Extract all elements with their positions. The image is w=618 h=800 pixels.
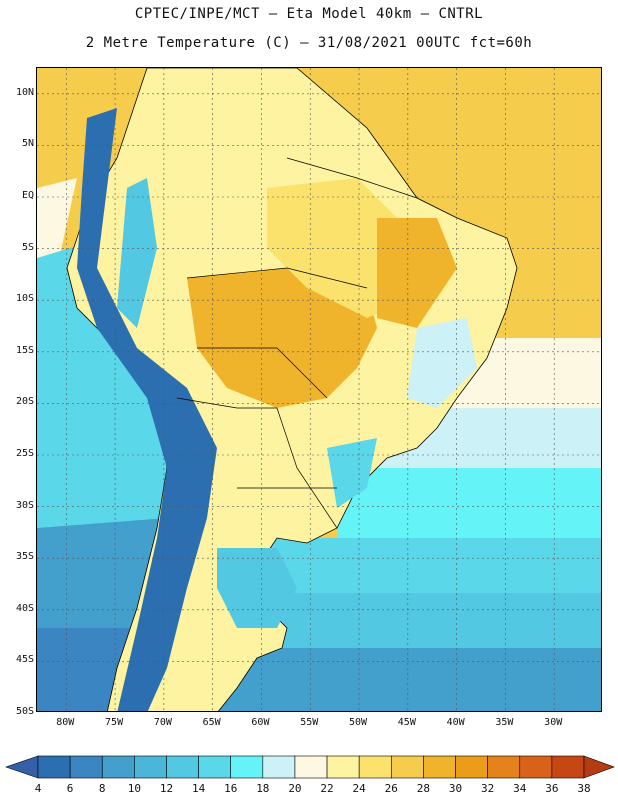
colorbar-swatch bbox=[198, 755, 232, 779]
colorbar-swatch bbox=[230, 755, 264, 779]
lon-tick-label: 80W bbox=[56, 717, 75, 728]
lon-tick-label: 30W bbox=[544, 717, 563, 728]
temperature-map bbox=[36, 67, 602, 712]
patagonia-cool-region bbox=[217, 548, 297, 628]
lon-tick-label: 75W bbox=[105, 717, 124, 728]
colorbar-tick-label: 16 bbox=[224, 782, 238, 795]
map-canvas bbox=[37, 68, 601, 711]
colorbar-swatch bbox=[519, 755, 553, 779]
colorbar-swatch bbox=[262, 755, 296, 779]
colorbar-tick-label: 28 bbox=[416, 782, 431, 795]
lat-tick-label: 45S bbox=[15, 654, 34, 666]
colorbar-swatch bbox=[326, 755, 360, 779]
colorbar-tick-label: 32 bbox=[481, 782, 495, 795]
hot-interior-region bbox=[187, 268, 377, 408]
colorbar-swatch bbox=[487, 755, 521, 779]
colorbar-high-arrow bbox=[583, 755, 615, 779]
lat-tick-label: 5N bbox=[21, 138, 34, 150]
colorbar-swatch bbox=[101, 755, 135, 779]
colorbar-swatch bbox=[69, 755, 103, 779]
lon-tick-label: 35W bbox=[495, 717, 514, 728]
colorbar-tick-label: 4 bbox=[34, 782, 42, 795]
lat-tick-label: 30S bbox=[15, 499, 34, 511]
lon-tick-label: 40W bbox=[446, 717, 465, 728]
lat-lon-grid bbox=[37, 68, 601, 711]
colorbar-swatch bbox=[37, 755, 71, 779]
colorbar-swatch bbox=[423, 755, 456, 779]
colorbar-tick-label: 22 bbox=[320, 782, 334, 795]
colorbar-swatch bbox=[166, 755, 199, 779]
colorbar-tick-label: 14 bbox=[191, 782, 206, 795]
lat-tick-label: 15S bbox=[15, 344, 34, 356]
southeast-brazil-cool-region bbox=[407, 318, 477, 408]
colorbar-swatch bbox=[294, 755, 328, 779]
colorbar-tick-label: 10 bbox=[127, 782, 141, 795]
colorbar-tick-label: 34 bbox=[513, 782, 527, 795]
lat-tick-label: 25S bbox=[15, 448, 34, 459]
lon-tick-label: 50W bbox=[349, 717, 368, 728]
colorbar-swatch bbox=[390, 755, 424, 779]
lat-tick-label: 5S bbox=[21, 241, 34, 253]
lat-tick-label: 50S bbox=[15, 706, 34, 717]
colorbar-swatch bbox=[455, 755, 488, 779]
colorbar-tick-label: 38 bbox=[577, 782, 591, 795]
colorbar-tick-label: 8 bbox=[98, 782, 106, 795]
lon-tick-label: 70W bbox=[153, 717, 172, 728]
map-title-line1: CPTEC/INPE/MCT – Eta Model 40km – CNTRL bbox=[134, 6, 484, 22]
colorbar-tick-label: 36 bbox=[545, 782, 559, 795]
andes-cold-strip bbox=[77, 108, 217, 711]
lat-tick-label: 10N bbox=[15, 86, 34, 98]
colorbar-tick-label: 20 bbox=[288, 782, 302, 795]
lon-tick-label: 60W bbox=[251, 717, 270, 728]
lon-tick-label: 65W bbox=[202, 717, 221, 728]
colorbar-tick-label: 18 bbox=[256, 782, 270, 795]
map-title-line2: 2 Metre Temperature (C) – 31/08/2021 00U… bbox=[85, 35, 533, 51]
colorbar-tick-label: 12 bbox=[159, 782, 174, 795]
colombia-andes-cool bbox=[117, 178, 157, 328]
temperature-colorbar bbox=[5, 755, 615, 779]
lat-tick-label: 10S bbox=[15, 293, 34, 305]
lon-tick-label: 45W bbox=[397, 717, 416, 728]
colorbar-tick-label: 30 bbox=[448, 782, 463, 795]
colorbar-tick-label: 24 bbox=[352, 782, 366, 795]
colorbar-swatch bbox=[358, 755, 392, 779]
atlantic-cold-band bbox=[337, 468, 601, 538]
colorbar-low-arrow bbox=[5, 755, 39, 779]
colorbar-swatch bbox=[134, 755, 167, 779]
lon-tick-label: 55W bbox=[300, 717, 319, 728]
colorbar-swatch bbox=[551, 755, 585, 779]
south-brazil-cool-region bbox=[327, 438, 377, 508]
colorbar-tick-label: 26 bbox=[384, 782, 398, 795]
colorbar-tick-label: 6 bbox=[66, 782, 74, 795]
lat-tick-label: 40S bbox=[15, 602, 34, 614]
lat-tick-label: EQ bbox=[21, 190, 34, 201]
lat-tick-label: 20S bbox=[15, 396, 34, 408]
lat-tick-label: 35S bbox=[15, 551, 34, 563]
